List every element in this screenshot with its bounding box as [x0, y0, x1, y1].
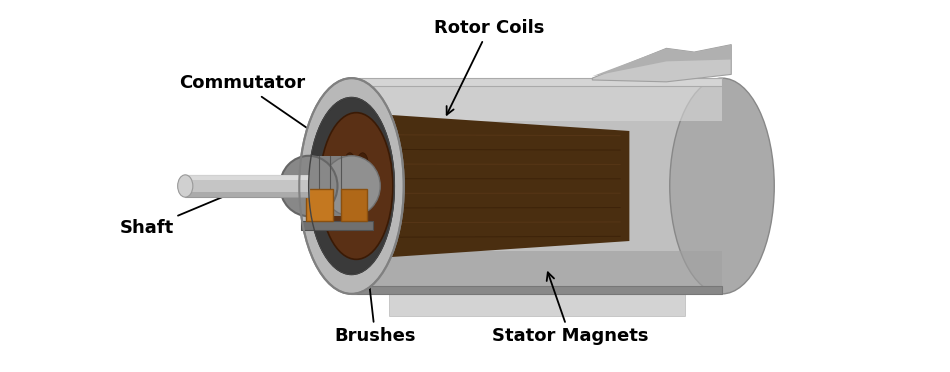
Ellipse shape: [299, 78, 404, 294]
Ellipse shape: [178, 175, 193, 197]
Text: Brushes: Brushes: [334, 258, 416, 345]
Ellipse shape: [344, 197, 355, 219]
Ellipse shape: [338, 175, 349, 197]
Polygon shape: [389, 294, 685, 316]
Polygon shape: [185, 175, 309, 197]
Text: Rotor Coils: Rotor Coils: [434, 19, 544, 115]
Polygon shape: [352, 78, 722, 294]
Polygon shape: [352, 286, 722, 294]
Text: Commutator: Commutator: [180, 74, 333, 146]
Polygon shape: [306, 189, 332, 221]
Polygon shape: [352, 251, 722, 294]
Polygon shape: [185, 175, 309, 180]
Ellipse shape: [364, 175, 374, 197]
Polygon shape: [185, 192, 309, 197]
Ellipse shape: [670, 78, 774, 294]
Text: Shaft: Shaft: [120, 187, 244, 237]
Polygon shape: [352, 78, 722, 86]
Ellipse shape: [357, 153, 369, 175]
Polygon shape: [356, 113, 629, 259]
Ellipse shape: [344, 153, 355, 175]
Ellipse shape: [280, 156, 337, 216]
Polygon shape: [593, 45, 732, 76]
Ellipse shape: [323, 156, 380, 216]
Polygon shape: [309, 156, 352, 216]
Text: Stator Magnets: Stator Magnets: [492, 272, 648, 345]
Ellipse shape: [357, 197, 369, 219]
Ellipse shape: [319, 113, 392, 259]
Polygon shape: [593, 45, 732, 82]
Polygon shape: [301, 221, 372, 230]
Polygon shape: [341, 189, 368, 221]
Polygon shape: [352, 78, 722, 121]
Ellipse shape: [309, 97, 394, 275]
